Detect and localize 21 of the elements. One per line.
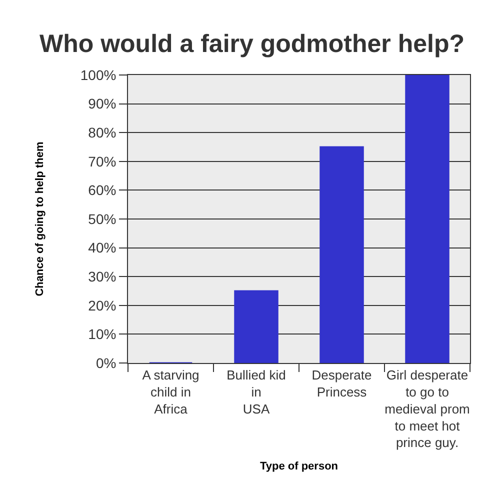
y-tick-label: 0% (96, 354, 116, 371)
y-tick-label: 80% (88, 124, 116, 140)
y-tick-label: 50% (88, 210, 116, 227)
bar (320, 146, 364, 363)
y-tick-label: 20% (88, 297, 116, 314)
y-tick-label: 30% (88, 268, 116, 284)
y-tick-label: 100% (80, 66, 116, 83)
bar (234, 290, 278, 363)
bar (405, 75, 450, 363)
y-axis-title: Chance of going to help them (34, 141, 46, 296)
x-tick-label: Desperate Princess (312, 368, 372, 400)
y-tick-label: 10% (88, 326, 116, 342)
x-axis-title: Type of person (260, 460, 338, 472)
y-tick-label: 40% (88, 240, 116, 256)
x-tick-label: A starving child in Africa (142, 368, 200, 416)
y-tick-label: 60% (88, 182, 116, 198)
chart-title: Who would a fairy godmother help? (40, 30, 464, 58)
x-tick-label: Girl desperate to go to medieval prom to meet hot prince guy. (384, 368, 470, 450)
x-tick-label: Bullied kid in USA (226, 368, 286, 416)
y-tick-label: 90% (88, 96, 116, 112)
y-tick-label: 70% (88, 153, 116, 170)
